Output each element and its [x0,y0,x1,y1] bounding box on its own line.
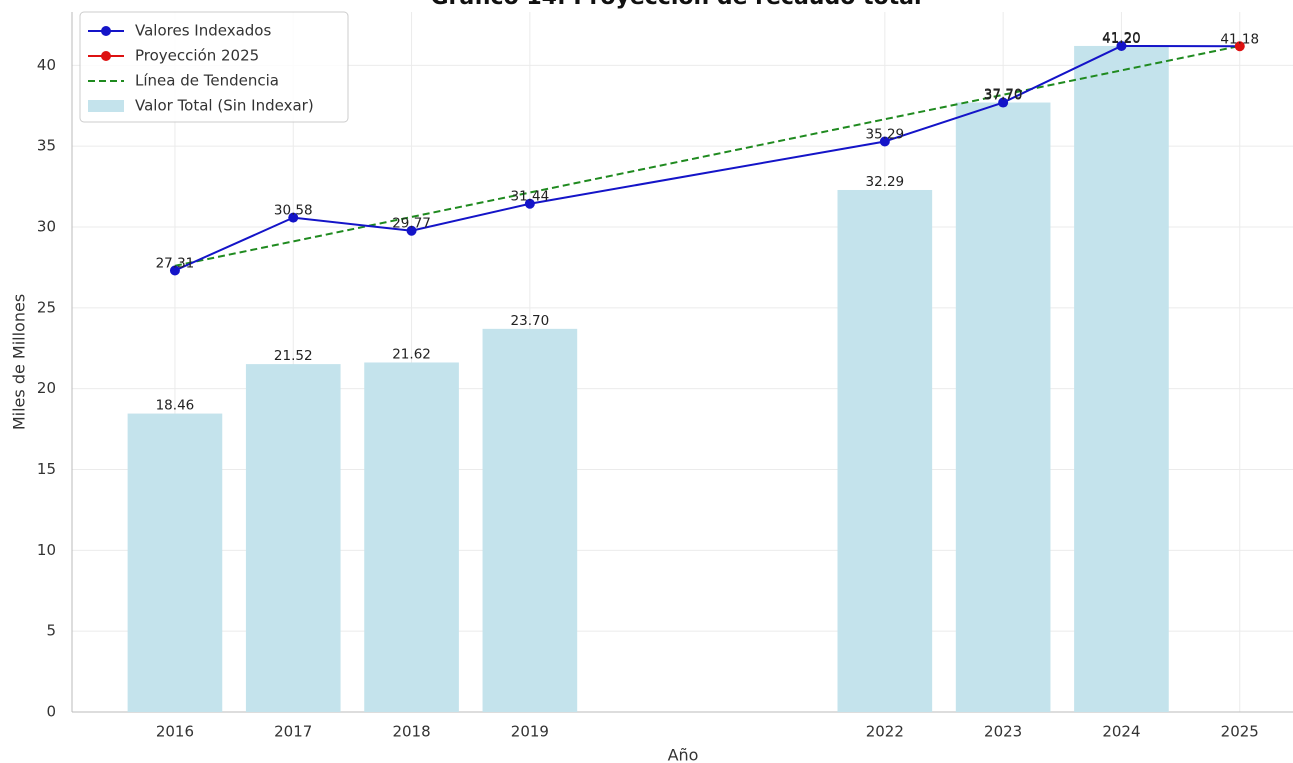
y-tick-label: 40 [37,56,56,74]
legend-swatch [101,26,111,36]
bar-value-label: 37.70 [984,87,1023,103]
point [288,212,299,223]
point-value-label: 37.70 [984,88,1023,104]
bar [127,413,223,712]
legend-label: Valor Total (Sin Indexar) [135,97,314,115]
bar-value-label: 21.52 [274,348,313,364]
point [169,265,180,276]
x-tick-label: 2016 [156,723,194,741]
point [406,225,417,236]
bar [364,362,459,712]
bar [955,102,1051,712]
point [998,97,1009,108]
bar [837,189,933,712]
bar-value-label: 21.62 [392,346,431,362]
point-value-label: 30.58 [274,203,313,219]
bar [482,328,578,712]
chart-title: Gráfico 14: Proyección de recaudo total [430,0,921,10]
point [1234,41,1245,52]
point-value-label: 31.44 [511,189,550,205]
y-tick-label: 20 [37,379,56,397]
legend-swatch [101,51,111,61]
point-value-label: 35.29 [865,126,904,142]
y-axis-label: Miles de Millones [10,294,29,430]
x-tick-label: 2025 [1221,723,1259,741]
trend-line [174,44,1240,267]
y-tick-label: 30 [37,218,56,236]
bar-value-label: 32.29 [865,174,904,190]
x-tick-label: 2019 [511,723,549,741]
x-tick-label: 2023 [984,723,1022,741]
bar [245,364,341,712]
x-tick-label: 2022 [866,723,904,741]
x-tick-label: 2017 [274,723,312,741]
legend-label: Proyección 2025 [135,47,259,65]
point [524,198,535,209]
bar-value-label: 23.70 [511,313,550,329]
x-tick-label: 2024 [1102,723,1140,741]
bar-value-label: 18.46 [156,398,195,414]
y-tick-label: 0 [46,703,56,721]
legend-label: Línea de Tendencia [135,72,279,90]
legend-swatch [88,100,124,112]
y-tick-label: 35 [37,137,56,155]
bar [1074,45,1169,712]
legend-box [79,11,349,123]
y-tick-label: 5 [46,622,56,640]
point [879,136,890,147]
y-tick-label: 25 [37,298,56,316]
bar-value-label: 41.20 [1102,30,1141,46]
y-tick-label: 10 [37,541,56,559]
point-value-label: 41.20 [1102,31,1141,47]
y-tick-label: 15 [37,460,56,478]
point-value-label: 29.77 [392,216,431,232]
point-value-label: 27.31 [156,255,195,271]
point-value-label: 41.18 [1220,31,1259,47]
x-tick-label: 2018 [392,723,430,741]
x-axis-label: Año [668,746,699,763]
legend-label: Valores Indexados [135,22,271,40]
